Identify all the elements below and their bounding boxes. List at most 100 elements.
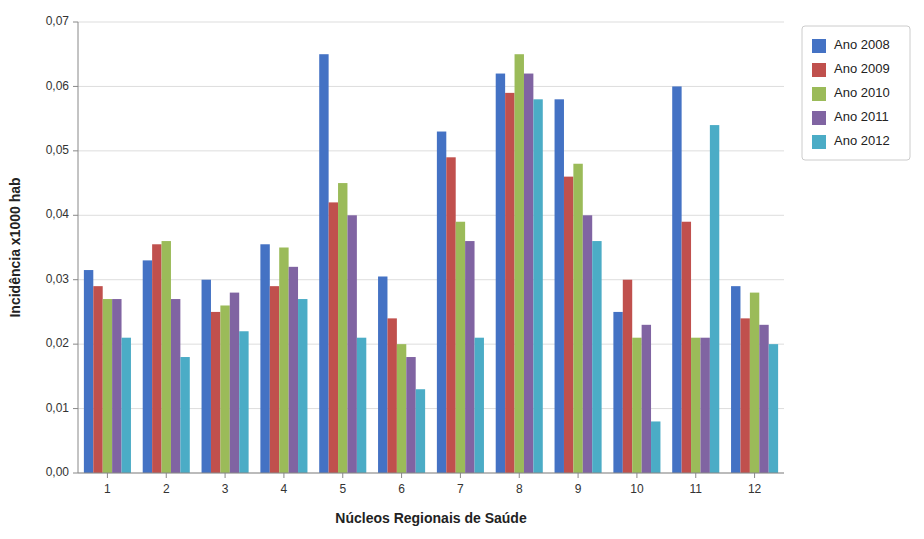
x-tick-label: 5 — [339, 482, 346, 496]
x-tick — [754, 473, 755, 478]
x-tick-label: 2 — [163, 482, 170, 496]
legend-swatch — [812, 63, 826, 77]
legend-label: Ano 2009 — [834, 61, 890, 76]
bar — [592, 241, 601, 473]
y-axis-title: Incidência x1000 hab — [7, 177, 23, 317]
bar-series — [103, 54, 760, 473]
bar — [642, 325, 651, 473]
x-tick — [578, 473, 579, 478]
bar-series — [84, 54, 741, 473]
y-tick — [73, 150, 78, 151]
legend-swatch — [812, 39, 826, 53]
legend-label: Ano 2008 — [834, 37, 890, 52]
y-tick — [73, 215, 78, 216]
y-axis-line — [78, 22, 79, 473]
bar — [239, 331, 248, 473]
x-tick — [401, 473, 402, 478]
chart-svg: 0,000,010,020,030,040,050,060,0712345678… — [0, 0, 924, 539]
y-tick-label: 0,07 — [46, 14, 70, 28]
bar — [84, 270, 93, 473]
legend-label: Ano 2011 — [834, 109, 889, 124]
x-tick-label: 3 — [222, 482, 229, 496]
bar — [230, 293, 239, 473]
bar — [319, 54, 328, 473]
x-tick-label: 11 — [690, 482, 703, 496]
bar — [515, 54, 524, 473]
y-tick-label: 0,00 — [46, 465, 70, 479]
bar — [338, 183, 347, 473]
legend: Ano 2008 Ano 2009 Ano 2010 Ano 2011 Ano 2012 — [802, 26, 910, 160]
x-tick — [460, 473, 461, 478]
bar — [583, 215, 592, 473]
bar — [524, 74, 533, 473]
x-tick-label: 10 — [630, 482, 644, 496]
legend-label: Ano 2012 — [834, 133, 890, 148]
x-tick-label: 7 — [457, 482, 464, 496]
bar — [103, 299, 112, 473]
grid-line — [78, 473, 784, 474]
x-tick-label: 1 — [104, 482, 111, 496]
x-tick — [636, 473, 637, 478]
bar — [378, 276, 387, 473]
legend-box — [802, 26, 910, 160]
bar-series — [112, 74, 769, 473]
bar — [397, 344, 406, 473]
y-tick — [73, 22, 78, 23]
bar — [279, 248, 288, 474]
bar — [564, 177, 573, 473]
bars — [84, 54, 778, 473]
y-tick-label: 0,02 — [46, 336, 70, 350]
bar — [270, 286, 279, 473]
bar — [162, 241, 171, 473]
bar — [446, 157, 455, 473]
legend-label: Ano 2010 — [834, 85, 890, 100]
bar — [769, 344, 778, 473]
y-tick-label: 0,04 — [46, 207, 70, 221]
x-tick — [283, 473, 284, 478]
bar — [496, 74, 505, 473]
bar — [211, 312, 220, 473]
bar — [387, 318, 396, 473]
chart-container: 0,000,010,020,030,040,050,060,0712345678… — [0, 0, 924, 539]
bar — [750, 293, 759, 473]
bar — [416, 389, 425, 473]
y-tick-label: 0,03 — [46, 272, 70, 286]
x-tick — [107, 473, 108, 478]
bar — [220, 305, 229, 473]
bar — [456, 222, 465, 473]
bar — [710, 125, 719, 473]
bar — [533, 99, 542, 473]
bar — [347, 215, 356, 473]
y-tick — [73, 473, 78, 474]
bar — [202, 280, 211, 473]
bar — [759, 325, 768, 473]
x-tick — [166, 473, 167, 478]
y-tick-label: 0,01 — [46, 401, 70, 415]
x-axis-title: Núcleos Regionais de Saúde — [335, 510, 527, 526]
x-tick-label: 12 — [748, 482, 762, 496]
bar — [731, 286, 740, 473]
x-tick-label: 9 — [575, 482, 582, 496]
y-tick — [73, 344, 78, 345]
bar — [672, 86, 681, 473]
bar — [122, 338, 131, 473]
bar — [651, 421, 660, 473]
bar — [329, 202, 338, 473]
bar — [505, 93, 514, 473]
bar — [740, 318, 749, 473]
bar — [623, 280, 632, 473]
legend-swatch — [812, 87, 826, 101]
x-tick-label: 8 — [516, 482, 523, 496]
bar — [613, 312, 622, 473]
bar — [700, 338, 709, 473]
x-tick-label: 6 — [398, 482, 405, 496]
bar — [152, 244, 161, 473]
x-tick — [519, 473, 520, 478]
bar — [406, 357, 415, 473]
legend-swatch — [812, 111, 826, 125]
bar — [555, 99, 564, 473]
bar — [465, 241, 474, 473]
bar — [93, 286, 102, 473]
bar — [112, 299, 121, 473]
bar — [475, 338, 484, 473]
